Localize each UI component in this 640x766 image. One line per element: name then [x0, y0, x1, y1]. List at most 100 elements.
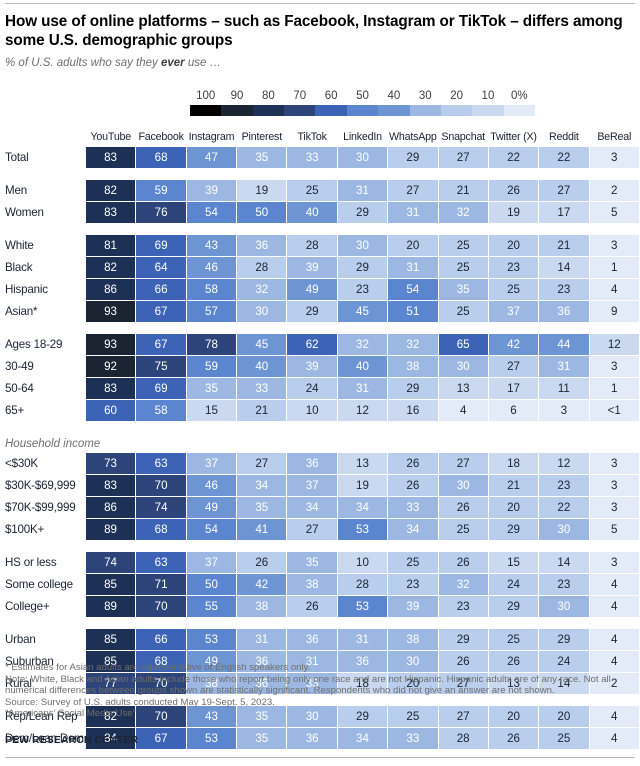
- heatmap-cell: 13: [438, 377, 489, 400]
- heatmap-cell: 76: [135, 201, 187, 224]
- heatmap-cell: 35: [236, 147, 288, 169]
- heatmap-cell: 25: [387, 552, 439, 574]
- heatmap-table: YouTube Facebook Instagram Pinterest TikTok L…: [0, 128, 640, 750]
- row-label: College+: [5, 600, 50, 613]
- group-spacer: [0, 168, 640, 180]
- legend-swatch-0: [190, 105, 222, 116]
- row-label: 65+: [5, 404, 25, 417]
- heatmap-cell: 10: [286, 399, 338, 422]
- heatmap-cell: 85: [85, 650, 137, 673]
- heatmap-cell: 42: [488, 334, 540, 356]
- heatmap-cell: 45: [337, 300, 389, 323]
- table-body: Total 83 68 47 35 33 30 29 27 22 22 3 Men 82 59 39 19 25 3…: [0, 147, 640, 750]
- heatmap-cell: 33: [387, 727, 439, 750]
- heatmap-cell: 83: [85, 201, 137, 224]
- heatmap-cell: 25: [538, 727, 590, 750]
- row-label: HS or less: [5, 556, 57, 570]
- table-row: College+ 89 70 55 38 26 53 39 23 29 30 4: [0, 595, 640, 618]
- table-row: 30-49 92 75 59 40 39 40 38 30 27 31 3: [0, 355, 640, 378]
- heatmap-cell: 49: [186, 650, 238, 673]
- heatmap-cell: 23: [538, 474, 590, 497]
- legend-swatch-7: [409, 105, 441, 116]
- table-row: <$30K 73 63 37 27 36 13 26 27 18 12 3: [0, 453, 640, 475]
- table-row: White 81 69 43 36 28 30 20 25 20 21 3: [0, 235, 640, 257]
- heatmap-cell: 20: [488, 706, 540, 728]
- heatmap-cell: 16: [387, 399, 439, 422]
- heatmap-cell: 4: [589, 595, 640, 618]
- heatmap-cell: 4: [589, 573, 640, 596]
- heatmap-cell: 67: [135, 300, 187, 323]
- subtitle-post: use …: [184, 57, 222, 69]
- heatmap-cell: 38: [186, 672, 238, 695]
- heatmap-cell: 3: [589, 474, 640, 497]
- row-label: Asian*: [5, 305, 38, 318]
- heatmap-cell: 13: [488, 672, 540, 695]
- chart-subtitle: % of U.S. adults who say they ever use …: [5, 57, 505, 69]
- heatmap-cell: 27: [538, 180, 590, 202]
- legend-tick-20: 20: [450, 90, 463, 102]
- row-label: Suburban: [5, 655, 54, 668]
- heatmap-cell: 35: [236, 727, 288, 750]
- heatmap-cell: 26: [438, 552, 489, 574]
- row-label: Hispanic: [5, 283, 48, 296]
- heatmap-cell: 58: [135, 399, 187, 422]
- heatmap-cell: 59: [186, 355, 238, 378]
- heatmap-cell: 30: [236, 300, 288, 323]
- heatmap-cell: 21: [538, 235, 590, 257]
- table-row: Asian* 93 67 57 30 29 45 51 25 37 36 9: [0, 300, 640, 323]
- heatmap-cell: 83: [85, 147, 137, 169]
- row-label: Rural: [5, 677, 32, 690]
- heatmap-cell: 29: [438, 629, 489, 651]
- heatmap-cell: 1: [589, 256, 640, 279]
- column-header-row: YouTube Facebook Instagram Pinterest TikTok L…: [0, 128, 640, 147]
- heatmap-cell: 31: [337, 180, 389, 202]
- heatmap-cell: 23: [387, 573, 439, 596]
- group-spacer: [0, 694, 640, 706]
- heatmap-cell: 26: [286, 595, 338, 618]
- heatmap-cell: 39: [286, 355, 338, 378]
- group-spacer-cell: [0, 322, 640, 334]
- column-header-reddit: Reddit: [549, 131, 579, 143]
- heatmap-cell: 24: [488, 573, 540, 596]
- heatmap-cell: 66: [135, 278, 187, 301]
- heatmap-cell: 21: [488, 474, 540, 497]
- column-header-twitter-x: Twitter (X): [490, 131, 537, 143]
- heatmap-cell: 25: [438, 300, 489, 323]
- heatmap-cell: 25: [488, 629, 540, 651]
- heatmap-cell: 53: [337, 595, 389, 618]
- heatmap-cell: 35: [286, 552, 338, 574]
- heatmap-cell: 54: [387, 278, 439, 301]
- heatmap-cell: 36: [236, 235, 288, 257]
- heatmap-cell: 30: [286, 706, 338, 728]
- heatmap-cell: 68: [135, 650, 187, 673]
- table-row: Some college 85 71 50 42 38 28 23 32 24 23 4: [0, 573, 640, 596]
- heatmap-cell: 21: [236, 399, 288, 422]
- page-title: How use of online platforms – such as Fa…: [5, 13, 623, 49]
- group-spacer-cell: [0, 617, 640, 629]
- heatmap-cell: 60: [85, 399, 137, 422]
- row-label: Women: [5, 206, 44, 219]
- heatmap-cell: 10: [337, 552, 389, 574]
- table-head: YouTube Facebook Instagram Pinterest TikTok L…: [0, 128, 640, 147]
- heatmap-cell: 23: [488, 256, 540, 279]
- heatmap-cell: 28: [286, 235, 338, 257]
- heatmap-cell: 31: [387, 201, 439, 224]
- heatmap-cell: 19: [488, 201, 540, 224]
- heatmap-cell: 36: [236, 672, 288, 695]
- legend-tick-0pct: 0%: [510, 90, 528, 102]
- group-spacer-cell: [0, 540, 640, 552]
- corner-cell: [0, 128, 86, 147]
- heatmap-cell: 28: [438, 727, 489, 750]
- heatmap-cell: 25: [286, 180, 338, 202]
- heatmap-cell: 5: [589, 201, 640, 224]
- heatmap-cell: 26: [488, 180, 540, 202]
- heatmap-cell: 67: [135, 334, 187, 356]
- heatmap-cell: 23: [337, 278, 389, 301]
- heatmap-cell: 27: [438, 706, 489, 728]
- heatmap-cell: 40: [337, 355, 389, 378]
- heatmap-cell: 70: [135, 672, 187, 695]
- legend-swatch-1: [221, 105, 253, 116]
- heatmap-cell: 53: [186, 727, 238, 750]
- column-header-youtube: YouTube: [90, 131, 132, 143]
- heatmap-cell: 27: [488, 355, 540, 378]
